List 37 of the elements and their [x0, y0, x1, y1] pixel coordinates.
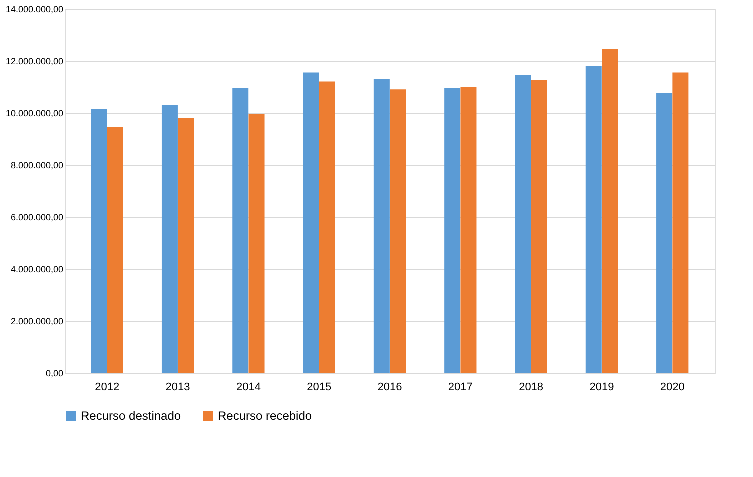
bar — [602, 49, 618, 373]
bar — [91, 109, 108, 373]
bar — [232, 88, 249, 373]
x-tick-label: 2013 — [166, 382, 190, 394]
bar — [303, 72, 320, 373]
bar — [248, 114, 265, 373]
bar — [586, 66, 602, 373]
y-tick-label: 2.000.000,00 — [10, 316, 64, 326]
x-tick-label: 2012 — [95, 382, 120, 394]
y-tick-label: 12.000.000,00 — [6, 56, 64, 66]
bar — [656, 94, 673, 373]
y-tick-label: 0,00 — [46, 368, 64, 378]
bar — [390, 90, 406, 373]
legend-label: Recurso destinado — [81, 409, 182, 423]
bar — [319, 82, 336, 373]
legend-label: Recurso recebido — [218, 409, 312, 423]
bar — [531, 80, 548, 373]
bar — [162, 105, 178, 373]
y-tick-label: 14.000.000,00 — [6, 4, 64, 14]
bar — [107, 127, 124, 373]
x-tick-label: 2019 — [590, 382, 614, 394]
y-tick-label: 6.000.000,00 — [10, 212, 64, 222]
x-tick-label: 2020 — [660, 382, 685, 394]
bar — [374, 79, 390, 373]
y-tick-label: 10.000.000,00 — [6, 108, 64, 118]
x-tick-label: 2015 — [307, 382, 332, 394]
bar — [460, 87, 477, 373]
bar — [444, 88, 461, 373]
x-tick-label: 2018 — [519, 382, 544, 394]
y-tick-label: 4.000.000,00 — [10, 264, 64, 274]
bar — [515, 75, 532, 373]
x-tick-label: 2017 — [448, 382, 473, 394]
bar — [672, 72, 689, 373]
y-tick-label: 8.000.000,00 — [10, 160, 64, 170]
x-tick-label: 2014 — [236, 382, 261, 394]
bar — [178, 118, 194, 373]
x-tick-label: 2016 — [378, 382, 402, 394]
